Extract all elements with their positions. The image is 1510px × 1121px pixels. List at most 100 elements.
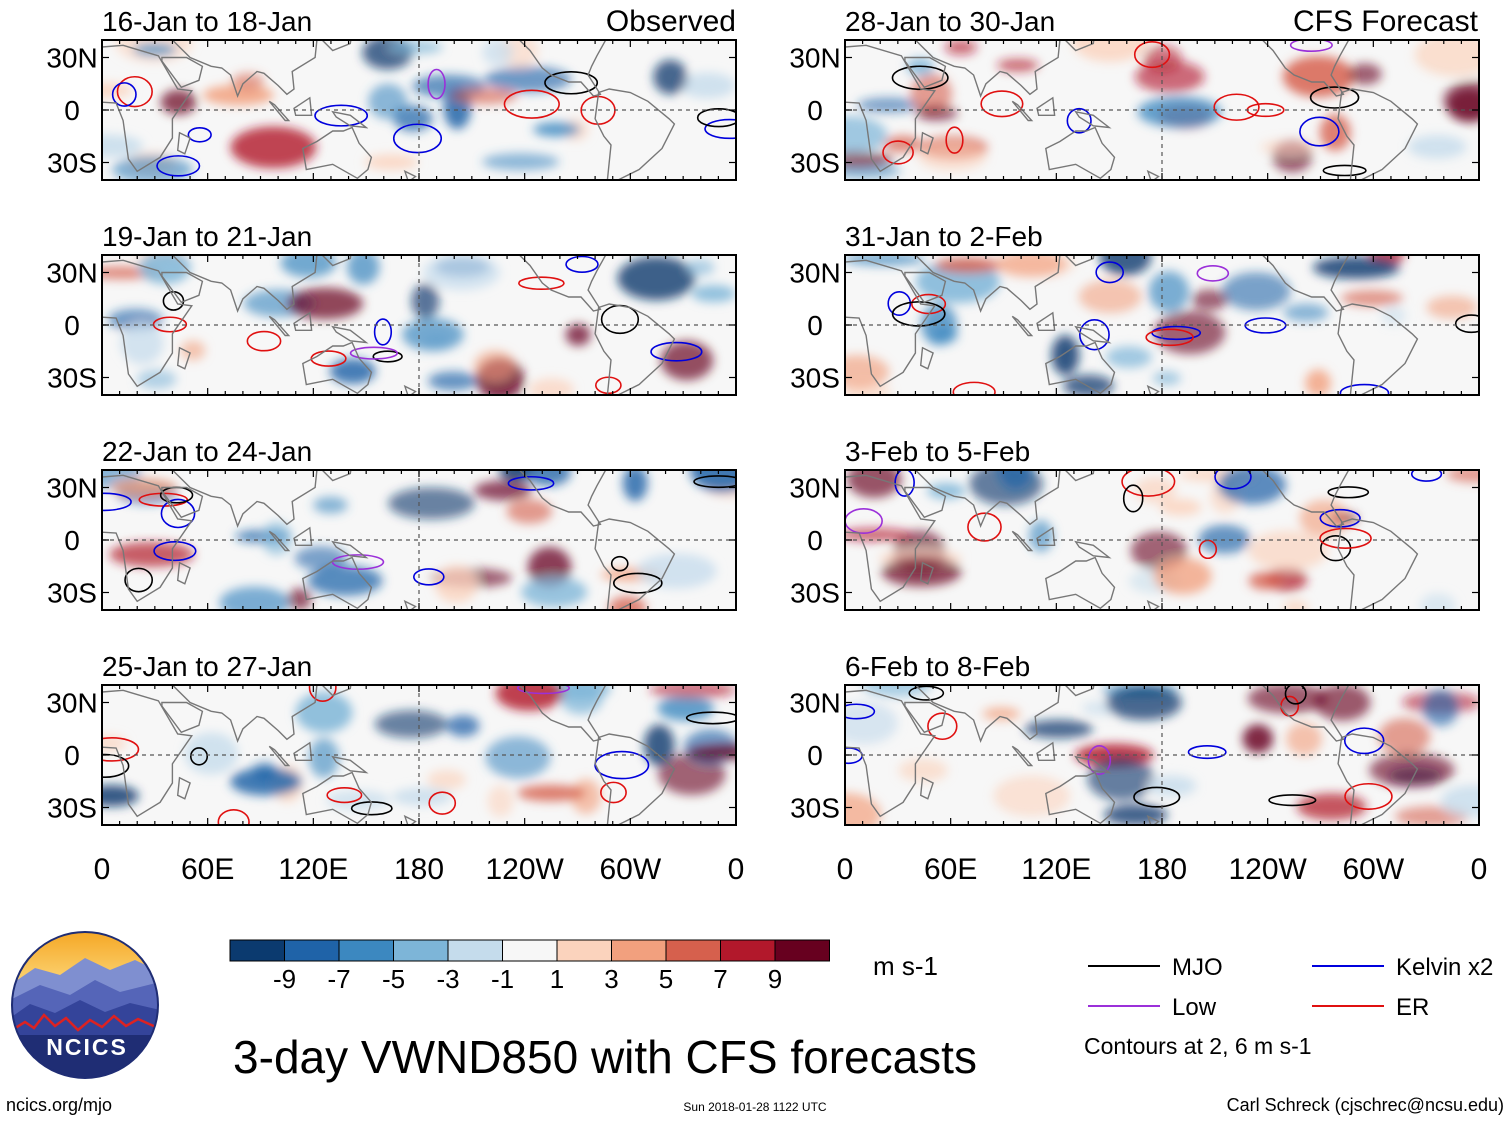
- contour-line: [685, 711, 736, 725]
- anomaly-field: [102, 40, 736, 180]
- coastline: [331, 325, 369, 344]
- contour-line: [967, 512, 1002, 542]
- y-tick-label: 30N: [789, 473, 840, 504]
- y-tick-label: 30S: [790, 148, 840, 179]
- coastline: [1064, 255, 1095, 267]
- contour-line: [187, 126, 212, 143]
- colorbar-swatch: [611, 939, 667, 962]
- y-tick-label: 30N: [46, 688, 97, 719]
- coastline: [1074, 540, 1112, 559]
- coastline: [302, 556, 373, 610]
- y-tick-label: 30N: [789, 43, 840, 74]
- contour-line: [507, 475, 555, 491]
- coastline: [594, 303, 676, 395]
- colorbar: -9 -7 -5 -3 -1 1 3 5 7 9: [229, 939, 830, 994]
- coastline: [1074, 325, 1112, 344]
- contour-line: [124, 567, 154, 593]
- coastline: [102, 689, 194, 818]
- contour-line: [1319, 508, 1361, 528]
- x-tick-label: 0: [728, 853, 745, 886]
- panel-title: 22-Jan to 24-Jan: [102, 436, 312, 467]
- contour-line: [1309, 86, 1360, 109]
- coastline: [1045, 556, 1116, 610]
- contour-line: [1299, 116, 1340, 147]
- contour-line: [1268, 794, 1317, 807]
- anomaly-field: [102, 470, 736, 610]
- coastline: [171, 470, 318, 528]
- contour-line: [1284, 685, 1307, 705]
- coastline: [1045, 126, 1116, 180]
- coastline: [331, 110, 369, 129]
- contour-line: [696, 107, 736, 128]
- coastline: [302, 771, 373, 825]
- contour-line: [156, 155, 201, 177]
- coastline: [161, 271, 204, 304]
- colorbar-swatch: [393, 939, 449, 962]
- legend: MJO Kelvin x2 Low ER: [1088, 954, 1493, 1021]
- contour-line: [160, 498, 196, 529]
- coastline: [1036, 96, 1056, 117]
- contour-line: [882, 140, 914, 165]
- coastline: [594, 518, 676, 610]
- coastline: [919, 346, 934, 370]
- colorbar-label: 7: [713, 964, 727, 994]
- contour-line: [372, 350, 403, 363]
- y-tick-label: 30N: [789, 258, 840, 289]
- contour-line: [600, 781, 627, 804]
- contour-line: [1213, 93, 1260, 121]
- coastline: [331, 540, 369, 559]
- contour-line: [349, 346, 398, 360]
- coastline: [1074, 755, 1112, 774]
- contour-line: [1121, 470, 1176, 497]
- coastline: [845, 474, 937, 603]
- colorbar-swatch: [284, 939, 340, 962]
- contour-line: [1343, 727, 1385, 755]
- coastline: [321, 40, 352, 52]
- panel-title: 16-Jan to 18-Jan: [102, 6, 312, 37]
- coastline: [1045, 771, 1116, 825]
- coastline: [268, 100, 291, 122]
- panel-title: 31-Jan to 2-Feb: [845, 221, 1043, 252]
- contour-line: [927, 712, 958, 741]
- colorbar-label: -7: [327, 964, 350, 994]
- coastline: [919, 776, 934, 800]
- coastline: [1036, 526, 1056, 546]
- contour-line: [1151, 325, 1202, 341]
- y-tick-label: 0: [64, 95, 80, 126]
- ncics-logo: NCICS: [11, 931, 159, 1079]
- coastline: [1261, 470, 1350, 527]
- coastline: [176, 776, 191, 800]
- contour-line: [1214, 470, 1252, 490]
- contour-line: [1066, 107, 1092, 134]
- contour-line: [1344, 782, 1393, 810]
- panel-title: 19-Jan to 21-Jan: [102, 221, 312, 252]
- contour-line: [153, 540, 197, 562]
- contour-line: [650, 341, 703, 362]
- contour-line: [428, 791, 457, 815]
- contour-note: Contours at 2, 6 m s-1: [1084, 1033, 1312, 1059]
- y-tick-label: 30S: [790, 578, 840, 609]
- y-tick-label: 30N: [46, 258, 97, 289]
- y-tick-label: 30S: [47, 578, 97, 609]
- legend-label: ER: [1396, 994, 1429, 1021]
- coastline: [1337, 733, 1419, 825]
- coastline: [1261, 255, 1350, 312]
- y-tick-label: 30N: [789, 688, 840, 719]
- contour-line: [102, 736, 140, 762]
- x-tick-label: 60E: [924, 853, 977, 886]
- contour-line: [314, 104, 369, 127]
- coastline: [1064, 685, 1095, 697]
- x-tick-label: 180: [1137, 853, 1187, 886]
- legend-label: Kelvin x2: [1396, 954, 1493, 981]
- coastline: [102, 259, 194, 388]
- legend-label: MJO: [1172, 954, 1223, 981]
- coastline: [161, 701, 204, 734]
- coastline: [1011, 100, 1034, 122]
- anomaly-field: [845, 470, 1479, 610]
